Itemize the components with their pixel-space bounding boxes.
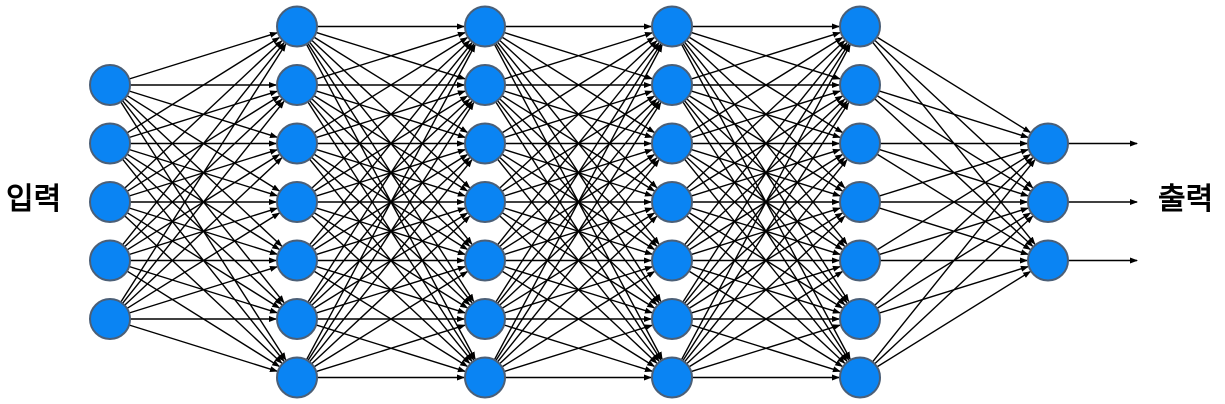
connection-l2-3-0: [499, 40, 658, 189]
node-layer1-4: [276, 239, 318, 282]
node-layer2-6: [464, 356, 506, 399]
node-layer3-6: [651, 356, 693, 399]
node-layer2-4: [464, 239, 506, 282]
connection-l0-4-1: [121, 100, 285, 304]
node-layer0-0: [89, 64, 131, 106]
connection-l3-5-0: [682, 43, 850, 303]
node-layer4-6: [839, 356, 881, 399]
connection-l4-3-0: [878, 148, 1029, 197]
connection-l3-6-4: [688, 271, 844, 368]
connection-l0-0-0: [128, 32, 278, 80]
connection-l1-6-4: [313, 271, 469, 368]
node-layer3-0: [651, 5, 693, 48]
connection-l2-4-0: [496, 42, 660, 246]
connection-l2-5-0: [495, 43, 662, 303]
connection-l4-0-0: [876, 36, 1032, 133]
node-layer3-2: [651, 122, 693, 165]
connection-l3-6-1: [682, 101, 850, 362]
node-layer0-2: [89, 181, 131, 223]
connection-l0-4-2: [124, 157, 283, 306]
connection-l3-4-0: [683, 42, 848, 246]
connection-l1-6-5: [315, 324, 466, 373]
connection-l1-3-0: [311, 40, 471, 189]
connection-l2-1-0: [503, 32, 653, 80]
node-layer1-0: [276, 5, 318, 48]
connection-l2-6-0: [493, 44, 663, 361]
connection-l3-1-0: [690, 31, 841, 80]
output-arrows-group: [1068, 140, 1138, 264]
node-layer3-1: [651, 64, 693, 106]
connection-l1-5-0: [307, 43, 475, 303]
node-layer2-1: [464, 64, 506, 106]
node-layer1-5: [276, 298, 318, 340]
connection-l4-4-0: [876, 154, 1032, 251]
connection-l2-6-2: [496, 159, 660, 363]
node-layer5-0: [1027, 122, 1069, 165]
nodes-group: [89, 5, 1069, 399]
node-layer0-1: [89, 122, 131, 165]
connection-l2-6-3: [499, 215, 658, 365]
node-layer4-4: [839, 239, 881, 282]
node-layer2-0: [464, 5, 506, 48]
connection-l0-4-4: [128, 266, 278, 314]
connection-l0-2-0: [124, 40, 283, 189]
connection-l2-6-5: [503, 324, 653, 373]
node-layer4-3: [839, 181, 881, 223]
connection-l0-4-6: [128, 324, 278, 372]
connection-l3-6-5: [690, 324, 841, 373]
connection-l3-2-0: [688, 37, 844, 134]
connection-l1-1-0: [315, 31, 466, 80]
connections-group: [120, 23, 1036, 381]
connection-l4-6-1: [874, 215, 1034, 365]
connection-l0-4-0: [120, 43, 287, 303]
connection-l3-3-0: [686, 40, 846, 189]
node-layer0-3: [89, 239, 131, 282]
node-layer3-3: [651, 181, 693, 223]
node-layer3-5: [651, 298, 693, 340]
connection-l1-6-3: [311, 215, 471, 365]
node-layer1-3: [276, 181, 318, 223]
connection-l4-6-2: [876, 271, 1032, 368]
node-layer2-5: [464, 298, 506, 340]
node-layer3-4: [651, 239, 693, 282]
connection-l3-6-0: [680, 44, 851, 361]
node-layer1-1: [276, 64, 318, 106]
connection-l1-6-2: [308, 159, 473, 363]
connection-l0-4-3: [126, 212, 281, 309]
connection-l4-1-0: [878, 90, 1029, 139]
node-layer5-2: [1027, 239, 1069, 282]
node-layer4-0: [839, 5, 881, 48]
connection-l1-6-1: [307, 101, 475, 362]
connection-l4-6-0: [871, 159, 1036, 363]
node-layer0-4: [89, 298, 131, 340]
node-layer4-5: [839, 298, 881, 340]
node-layer4-2: [839, 122, 881, 165]
node-layer5-1: [1027, 181, 1069, 223]
connection-l1-6-0: [305, 44, 476, 361]
node-layer1-6: [276, 356, 318, 399]
connection-l2-2-0: [501, 37, 656, 134]
connection-l1-2-0: [313, 37, 469, 134]
node-layer1-2: [276, 122, 318, 165]
node-layer4-1: [839, 64, 881, 106]
connection-l3-6-2: [683, 159, 848, 363]
node-layer2-2: [464, 122, 506, 165]
input-label: 입력: [6, 182, 62, 217]
connection-l0-1-0: [126, 37, 281, 134]
node-layer2-3: [464, 181, 506, 223]
connection-l2-6-4: [501, 271, 656, 368]
connection-l0-3-0: [121, 42, 285, 246]
connection-l2-6-1: [495, 101, 662, 361]
connection-l4-5-0: [874, 157, 1034, 306]
connection-l1-4-0: [308, 42, 473, 246]
connection-l3-6-3: [686, 215, 846, 365]
output-label: 출력: [1158, 182, 1214, 217]
